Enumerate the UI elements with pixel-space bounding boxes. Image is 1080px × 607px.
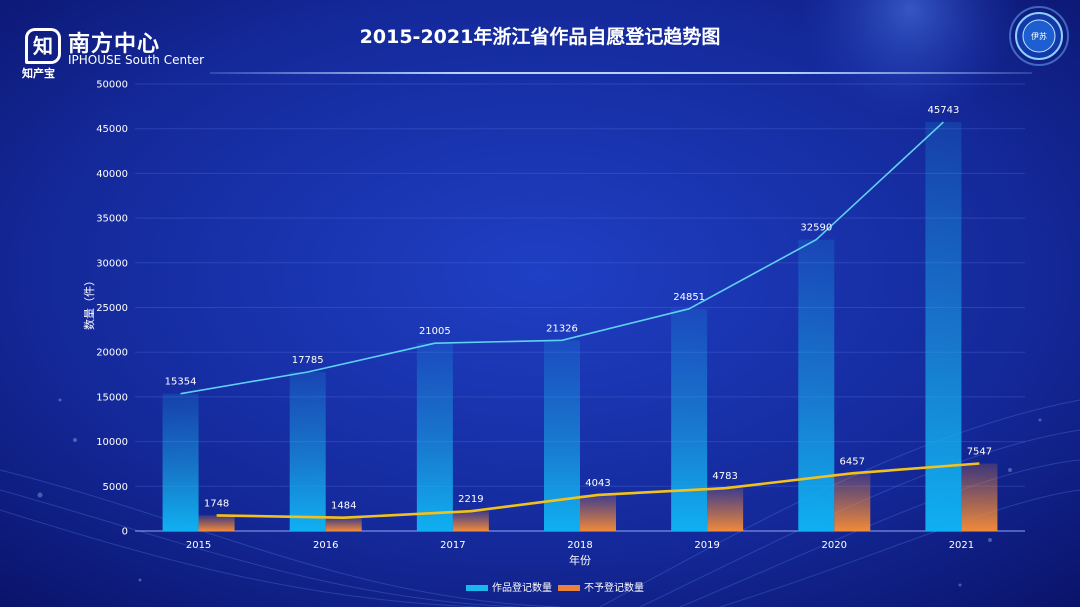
line-rejected xyxy=(216,462,980,519)
logo-badge-icon: 知 xyxy=(25,28,61,64)
line-registered xyxy=(180,121,944,395)
bar-registered xyxy=(798,239,835,532)
data-label-rejected: 1484 xyxy=(331,501,356,512)
y-axis-ticks: 0 5000 10000 15000 20000 25000 30000 35000 40000… xyxy=(96,80,128,538)
legend-swatch-registered xyxy=(466,585,488,591)
y-tick-label: 25000 xyxy=(96,303,128,314)
corner-badge-icon: 伊苏 xyxy=(1009,6,1069,66)
data-label-registered: 21005 xyxy=(419,326,451,337)
bar-registered xyxy=(416,343,453,531)
x-tick-label: 2017 xyxy=(440,540,465,551)
bar-rejected xyxy=(707,488,744,531)
bar-rejected xyxy=(961,463,998,531)
logo-name-en: IPHOUSE South Center xyxy=(68,53,205,67)
bar-registered xyxy=(925,122,962,531)
x-tick-label: 2016 xyxy=(313,540,338,551)
bar-rejected xyxy=(580,494,616,531)
data-label-rejected: 4783 xyxy=(712,471,737,482)
y-tick-label: 45000 xyxy=(96,124,128,135)
brand-logo: 知 知产宝 南方中心 IPHOUSE South Center xyxy=(22,24,207,84)
data-label-registered: 15354 xyxy=(165,377,197,388)
logo-name-cn: 南方中心 xyxy=(68,32,161,57)
data-label-rejected: 7547 xyxy=(967,447,992,458)
y-tick-label: 0 xyxy=(122,527,128,538)
x-tick-label: 2020 xyxy=(822,540,847,551)
x-tick-label: 2021 xyxy=(949,540,974,551)
y-axis-label: 数量（件） xyxy=(83,275,96,330)
y-tick-label: 20000 xyxy=(96,348,128,359)
data-label-rejected: 1748 xyxy=(204,498,229,509)
legend: 作品登记数量 不予登记数量 xyxy=(466,581,644,594)
y-tick-label: 15000 xyxy=(96,392,128,403)
bar-registered xyxy=(162,393,199,531)
y-tick-label: 30000 xyxy=(96,258,128,269)
logo-char: 知 xyxy=(33,34,53,58)
x-tick-label: 2015 xyxy=(186,540,211,551)
data-labels: 15354 17785 21005 21326 24851 32590 45743 1748 1… xyxy=(165,105,992,512)
y-tick-label: 5000 xyxy=(103,482,128,493)
data-label-registered: 17785 xyxy=(292,355,324,366)
data-label-rejected: 6457 xyxy=(840,456,865,467)
bar-registered xyxy=(671,308,708,531)
bar-rejected xyxy=(834,473,871,531)
badge-text: 伊苏 xyxy=(1031,31,1047,41)
x-axis-label: 年份 xyxy=(569,553,591,567)
data-label-registered: 21326 xyxy=(546,323,578,334)
legend-swatch-rejected xyxy=(558,585,580,591)
data-label-registered: 45743 xyxy=(928,105,960,116)
bar-rejected xyxy=(452,511,489,531)
bar-rejected xyxy=(325,517,362,531)
data-label-rejected: 2219 xyxy=(458,494,483,505)
y-tick-label: 50000 xyxy=(96,80,128,91)
title-divider xyxy=(210,72,1032,74)
legend-label-registered: 作品登记数量 xyxy=(492,581,552,594)
data-label-registered: 24851 xyxy=(673,292,705,303)
x-tick-label: 2018 xyxy=(567,540,592,551)
legend-label-rejected: 不予登记数量 xyxy=(584,581,644,594)
y-tick-label: 35000 xyxy=(96,214,128,225)
x-axis-ticks: 2015 2016 2017 2018 2019 2020 2021 xyxy=(186,540,974,551)
logo-subtitle: 知产宝 xyxy=(22,67,55,80)
x-tick-label: 2019 xyxy=(694,540,719,551)
data-label-registered: 32590 xyxy=(800,223,832,234)
y-tick-label: 10000 xyxy=(96,437,128,448)
bar-rejected xyxy=(198,515,235,531)
data-label-rejected: 4043 xyxy=(585,478,610,489)
bar-registered xyxy=(289,372,326,531)
bars xyxy=(162,122,998,532)
trend-lines xyxy=(180,121,980,519)
y-tick-label: 40000 xyxy=(96,169,128,180)
page-title: 2015-2021年浙江省作品自愿登记趋势图 xyxy=(359,26,721,48)
